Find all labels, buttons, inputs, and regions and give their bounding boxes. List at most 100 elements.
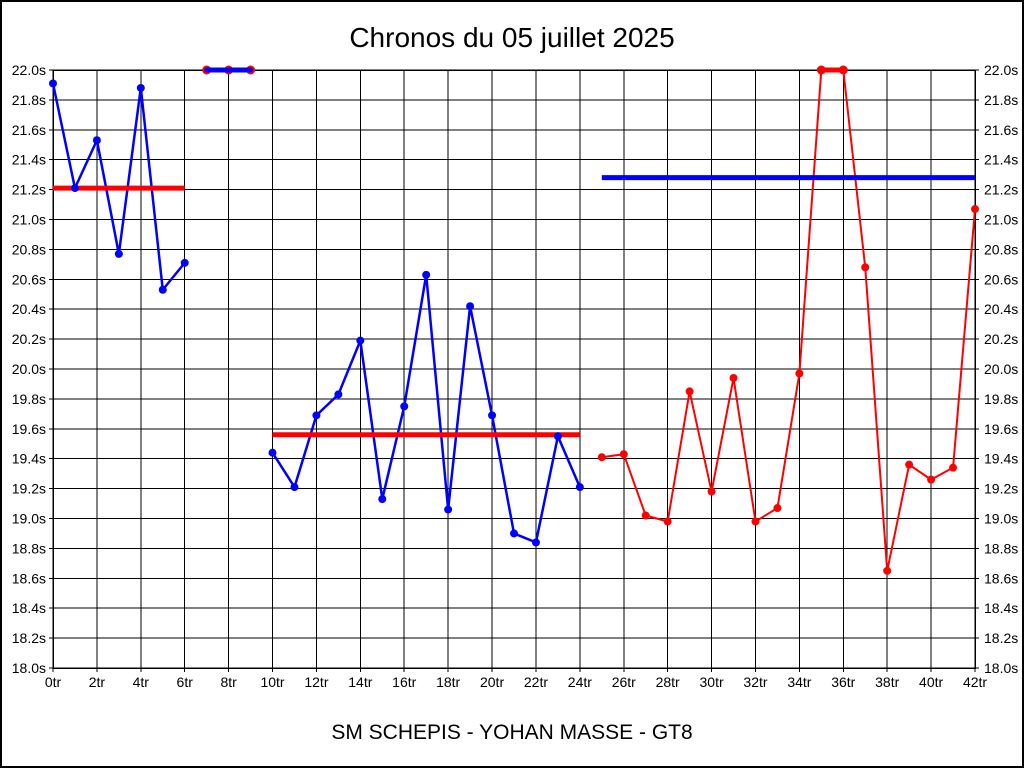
x-axis-tick-label: 26tr: [612, 674, 636, 690]
x-axis-tick-label: 32tr: [743, 674, 767, 690]
x-axis-tick-label: 0tr: [45, 674, 62, 690]
series-marker-stint-2-blue: [334, 390, 343, 399]
x-axis-tick-label: 36tr: [831, 674, 855, 690]
y-axis-tick-label-left: 19.4s: [12, 451, 46, 467]
y-axis-tick-label-right: 18.8s: [984, 540, 1018, 556]
y-axis-tick-label-right: 18.0s: [984, 660, 1018, 676]
y-axis-tick-label-right: 20.2s: [984, 331, 1018, 347]
y-axis-tick-label-right: 21.4s: [984, 152, 1018, 168]
y-axis-tick-label-right: 21.0s: [984, 212, 1018, 228]
series-marker-stint-1-blue: [158, 285, 167, 294]
y-axis-tick-label-right: 22.0s: [984, 62, 1018, 78]
y-axis-tick-label-left: 19.8s: [12, 391, 46, 407]
series-marker-stint-3-red: [795, 369, 804, 378]
series-marker-stint-1-blue: [114, 249, 123, 258]
series-line-stint-3-red: [600, 69, 976, 572]
y-axis-tick-label-left: 21.0s: [12, 212, 46, 228]
chart-title: Chronos du 05 juillet 2025: [349, 22, 675, 53]
series-marker-stint-2-blue: [268, 448, 277, 457]
x-axis-tick-label: 12tr: [304, 674, 328, 690]
x-axis-tick-label: 20tr: [480, 674, 504, 690]
y-axis-tick-label-left: 19.0s: [12, 511, 46, 527]
y-axis-tick-label-left: 18.4s: [12, 600, 46, 616]
y-axis-tick-label-left: 20.0s: [12, 361, 46, 377]
series-marker-stint-3-red: [949, 463, 958, 472]
y-axis-tick-label-right: 20.8s: [984, 241, 1018, 257]
y-axis-tick-label-left: 19.6s: [12, 421, 46, 437]
series-marker-stint-3-red: [729, 373, 738, 382]
x-axis-tick-label: 24tr: [568, 674, 592, 690]
y-axis-tick-label-right: 20.6s: [984, 271, 1018, 287]
y-axis-tick-label-left: 21.2s: [12, 182, 46, 198]
x-axis-tick-label: 6tr: [177, 674, 194, 690]
chart-footer: SM SCHEPIS - YOHAN MASSE - GT8: [331, 721, 693, 744]
y-axis-tick-label-right: 21.2s: [984, 182, 1018, 198]
series-marker-stint-1-blue: [92, 136, 101, 145]
y-axis-tick-label-left: 18.8s: [12, 540, 46, 556]
x-axis-tick-label: 10tr: [260, 674, 284, 690]
series-marker-stint-2-blue: [488, 411, 497, 420]
series-marker-stint-3-red: [685, 387, 694, 396]
x-axis-tick-label: 28tr: [656, 674, 680, 690]
x-axis-tick-label: 14tr: [348, 674, 372, 690]
x-axis-tick-label: 22tr: [524, 674, 548, 690]
series-marker-stint-3-red: [971, 205, 979, 214]
y-axis-tick-label-right: 21.8s: [984, 92, 1018, 108]
x-axis-tick-label: 42tr: [963, 674, 987, 690]
series-marker-stint-2-blue: [422, 270, 431, 279]
series-marker-stint-3-red: [663, 517, 672, 526]
y-axis-tick-label-right: 18.6s: [984, 570, 1018, 586]
series-marker-stint-3-red: [641, 511, 650, 520]
series-marker-stint-3-red: [861, 263, 870, 272]
y-axis-tick-label-right: 21.6s: [984, 122, 1018, 138]
series-marker-stint-2-blue: [290, 483, 299, 492]
x-axis-tick-label: 16tr: [392, 674, 416, 690]
y-axis-tick-label-left: 19.2s: [12, 481, 46, 497]
y-axis-tick-label-right: 19.2s: [984, 481, 1018, 497]
series-marker-stint-2-blue: [531, 538, 540, 547]
x-axis-tick-label: 30tr: [700, 674, 724, 690]
series-marker-stint-3-red: [927, 475, 936, 484]
series-marker-stint-3-red: [905, 460, 914, 469]
series-marker-stint-3-red: [597, 453, 606, 462]
series-marker-stint-3-red: [883, 566, 892, 575]
series-marker-stint-2-blue: [378, 495, 387, 504]
y-axis-tick-label-left: 20.4s: [12, 301, 46, 317]
plot-border: [52, 69, 976, 669]
series-marker-stint-3-red: [619, 450, 628, 459]
y-axis-tick-label-right: 18.4s: [984, 600, 1018, 616]
x-axis-tick-label: 38tr: [875, 674, 899, 690]
series-marker-stint-3-red: [707, 487, 716, 496]
y-axis-tick-label-right: 19.6s: [984, 421, 1018, 437]
y-axis-tick-label-left: 21.8s: [12, 92, 46, 108]
series-marker-stint-2-blue: [400, 402, 409, 411]
series-marker-stint-2-blue: [312, 411, 321, 420]
y-axis-tick-label-right: 20.0s: [984, 361, 1018, 377]
y-axis-tick-label-right: 19.4s: [984, 451, 1018, 467]
series-marker-stint-2-blue: [444, 505, 453, 514]
x-axis-tick-label: 8tr: [220, 674, 237, 690]
series-line-stint-2-blue: [271, 273, 582, 544]
y-axis-tick-label-right: 19.8s: [984, 391, 1018, 407]
y-axis-tick-label-left: 20.8s: [12, 241, 46, 257]
x-axis-tick-label: 34tr: [787, 674, 811, 690]
series-marker-stint-2-blue: [510, 529, 518, 538]
series-marker-stint-2-blue: [356, 336, 365, 345]
x-axis-tick-label: 40tr: [919, 674, 943, 690]
series-marker-stint-3-red: [839, 66, 848, 74]
series-marker-stint-1-blue: [49, 79, 57, 88]
series-marker-stint-3-red: [817, 66, 826, 74]
y-axis-tick-label-left: 21.4s: [12, 152, 46, 168]
y-axis-tick-label-left: 20.2s: [12, 331, 46, 347]
y-axis-tick-label-left: 20.6s: [12, 271, 46, 287]
series-marker-stint-2-blue: [466, 302, 475, 311]
y-axis-tick-label-left: 18.6s: [12, 570, 46, 586]
series-marker-stint-1-blue: [136, 83, 145, 92]
series-marker-stint-2-blue: [553, 432, 562, 441]
series-marker-stint-1-blue: [70, 184, 79, 193]
x-axis-tick-label: 2tr: [89, 674, 106, 690]
series-marker-stint-2-blue: [575, 483, 584, 492]
y-axis-tick-label-left: 22.0s: [12, 62, 46, 78]
